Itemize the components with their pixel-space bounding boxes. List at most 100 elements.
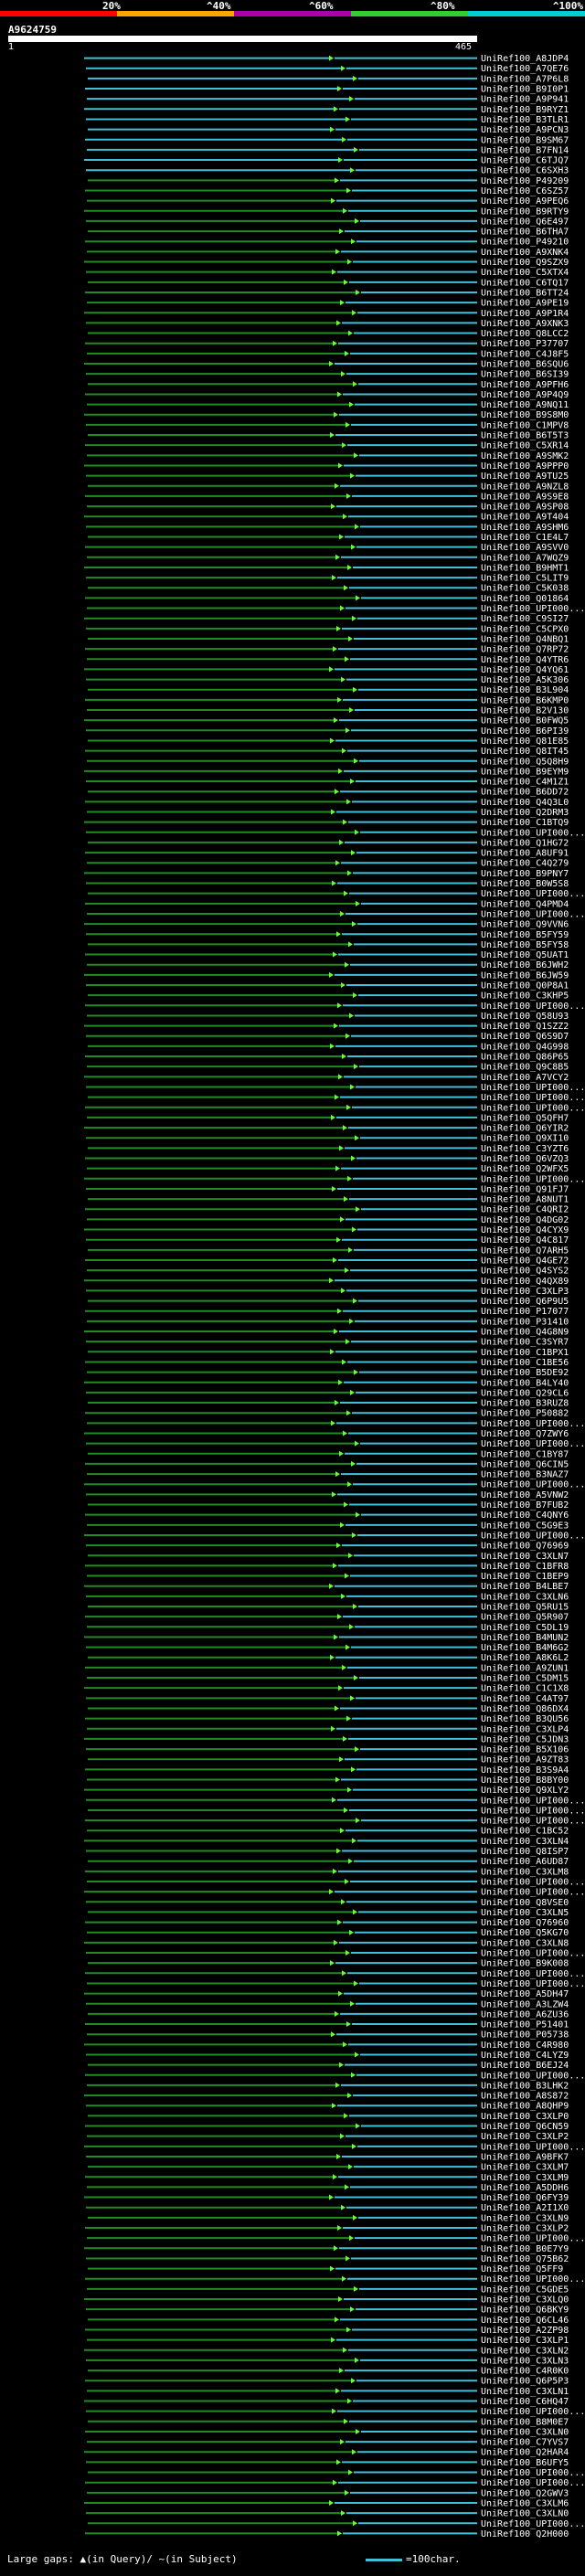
hit-label[interactable]: UniRef100_C4Q279 bbox=[481, 859, 569, 869]
hit-row[interactable]: UniRef100_C5K038 bbox=[88, 584, 569, 594]
hit-label[interactable]: UniRef100_UPI000... bbox=[481, 1174, 585, 1184]
hit-row[interactable]: UniRef100_B5FY59 bbox=[86, 930, 569, 940]
hit-row[interactable]: UniRef100_C4QNY6 bbox=[85, 1511, 569, 1521]
hit-label[interactable]: UniRef100_A6ZU36 bbox=[481, 2009, 569, 2019]
hit-label[interactable]: UniRef100_A9SP08 bbox=[481, 503, 569, 513]
hit-label[interactable]: UniRef100_C1BY87 bbox=[481, 1449, 569, 1459]
hit-row[interactable]: UniRef100_A9S9E8 bbox=[85, 492, 569, 502]
hit-row[interactable]: UniRef100_C3XLP2 bbox=[87, 2132, 569, 2142]
hit-row[interactable]: UniRef100_UPI000... bbox=[87, 2234, 585, 2244]
hit-row[interactable]: UniRef100_Q2WFX5 bbox=[87, 1164, 569, 1174]
hit-row[interactable]: UniRef100_A9SMK2 bbox=[87, 451, 569, 461]
hit-row[interactable]: UniRef100_UPI000... bbox=[85, 1817, 585, 1827]
hit-row[interactable]: UniRef100_Q6S9D7 bbox=[86, 1032, 569, 1042]
hit-label[interactable]: UniRef100_B6DD72 bbox=[481, 788, 569, 798]
hit-row[interactable]: UniRef100_Q4Q3L0 bbox=[85, 798, 569, 808]
hit-label[interactable]: UniRef100_A5DDH6 bbox=[481, 2183, 569, 2193]
hit-row[interactable]: UniRef100_Q8ISP7 bbox=[86, 1847, 569, 1857]
hit-row[interactable]: UniRef100_A8UF91 bbox=[85, 849, 569, 859]
hit-row[interactable]: UniRef100_Q5FF9 bbox=[88, 2264, 563, 2274]
hit-row[interactable]: UniRef100_A2I1X0 bbox=[86, 2203, 569, 2213]
hit-label[interactable]: UniRef100_C4LYZ9 bbox=[481, 2051, 569, 2061]
hit-label[interactable]: UniRef100_A9ZUN1 bbox=[481, 1663, 569, 1673]
hit-row[interactable]: UniRef100_Q29CL6 bbox=[86, 1388, 569, 1398]
hit-row[interactable]: UniRef100_Q4YQ61 bbox=[84, 665, 569, 675]
hit-label[interactable]: UniRef100_Q4PMD4 bbox=[481, 899, 569, 909]
hit-row[interactable]: UniRef100_A9NZL8 bbox=[88, 482, 569, 492]
hit-label[interactable]: UniRef100_B4MUN2 bbox=[481, 1633, 569, 1643]
hit-label[interactable]: UniRef100_A9PE19 bbox=[481, 299, 569, 309]
hit-label[interactable]: UniRef100_C5DM15 bbox=[481, 1674, 569, 1684]
hit-label[interactable]: UniRef100_Q9XLY2 bbox=[481, 1786, 569, 1796]
hit-row[interactable]: UniRef100_B5X106 bbox=[86, 1745, 569, 1755]
hit-row[interactable]: UniRef100_C1BTQ9 bbox=[84, 818, 569, 828]
hit-label[interactable]: UniRef100_B6THA7 bbox=[481, 228, 569, 238]
hit-row[interactable]: UniRef100_C3XLP1 bbox=[87, 2336, 569, 2346]
hit-label[interactable]: UniRef100_Q76960 bbox=[481, 1918, 569, 1928]
hit-label[interactable]: UniRef100_B0W5S8 bbox=[481, 879, 569, 889]
hit-label[interactable]: UniRef100_A7P6L8 bbox=[481, 74, 569, 84]
hit-label[interactable]: UniRef100_B4M6G2 bbox=[481, 1643, 569, 1653]
hit-row[interactable]: UniRef100_C6HQ47 bbox=[84, 2397, 569, 2407]
hit-label[interactable]: UniRef100_C6TQ17 bbox=[481, 278, 569, 288]
hit-row[interactable]: UniRef100_C5DM15 bbox=[87, 1674, 569, 1684]
hit-row[interactable]: UniRef100_C5G9E3 bbox=[87, 1521, 569, 1531]
hit-row[interactable]: UniRef100_Q5R907 bbox=[85, 1613, 569, 1623]
hit-row[interactable]: UniRef100_C4QRI2 bbox=[85, 1205, 569, 1215]
hit-row[interactable]: UniRef100_Q76960 bbox=[85, 1918, 569, 1928]
hit-row[interactable]: UniRef100_A9PFH6 bbox=[88, 380, 569, 390]
hit-row[interactable]: UniRef100_B7FN14 bbox=[87, 145, 569, 155]
hit-row[interactable]: UniRef100_C4LYZ9 bbox=[86, 2051, 569, 2061]
hit-row[interactable]: UniRef100_C3XLP3 bbox=[86, 1287, 569, 1297]
hit-row[interactable]: UniRef100_UPI000... bbox=[87, 909, 585, 919]
hit-row[interactable]: UniRef100_C1BE56 bbox=[85, 1358, 569, 1368]
hit-row[interactable]: UniRef100_C6SZ57 bbox=[85, 186, 569, 196]
hit-label[interactable]: UniRef100_C3XLM8 bbox=[481, 1867, 569, 1877]
hit-label[interactable]: UniRef100_C3XLP2 bbox=[481, 2132, 569, 2142]
hit-row[interactable]: UniRef100_B9HMT1 bbox=[84, 563, 569, 573]
hit-row[interactable]: UniRef100_B9PNY7 bbox=[84, 869, 569, 879]
hit-label[interactable]: UniRef100_C5JDN3 bbox=[481, 1734, 569, 1744]
hit-label[interactable]: UniRef100_B0E7Y9 bbox=[481, 2244, 569, 2254]
hit-row[interactable]: UniRef100_C3XLP4 bbox=[87, 1724, 569, 1734]
hit-row[interactable]: UniRef100_A7WQZ9 bbox=[87, 553, 569, 563]
hit-row[interactable]: UniRef100_UPI000... bbox=[85, 2274, 585, 2284]
hit-row[interactable]: UniRef100_Q86DX4 bbox=[88, 1704, 569, 1714]
hit-label[interactable]: UniRef100_Q4G8N9 bbox=[481, 1328, 569, 1338]
hit-row[interactable]: UniRef100_A2ZP98 bbox=[85, 2326, 569, 2336]
hit-label[interactable]: UniRef100_C1BE56 bbox=[481, 1358, 569, 1368]
hit-label[interactable]: UniRef100_B6JW59 bbox=[481, 970, 569, 981]
hit-label[interactable]: UniRef100_B6EJ24 bbox=[481, 2061, 569, 2071]
hit-row[interactable]: UniRef100_B7FUB2 bbox=[88, 1500, 569, 1511]
hit-row[interactable]: UniRef100_C3XLP2 bbox=[85, 2224, 569, 2234]
hit-row[interactable]: UniRef100_B2V130 bbox=[87, 706, 569, 716]
hit-row[interactable]: UniRef100_UPI000... bbox=[85, 2478, 585, 2488]
hit-label[interactable]: UniRef100_Q6CL46 bbox=[481, 2316, 569, 2326]
hit-label[interactable]: UniRef100_C6SXH3 bbox=[481, 166, 569, 176]
hit-label[interactable]: UniRef100_UPI000... bbox=[481, 1796, 585, 1806]
hit-label[interactable]: UniRef100_UPI000... bbox=[481, 2274, 585, 2284]
hit-row[interactable]: UniRef100_B6T5T3 bbox=[88, 431, 569, 441]
hit-label[interactable]: UniRef100_C3XLN3 bbox=[481, 2356, 569, 2366]
hit-label[interactable]: UniRef100_A8QHP9 bbox=[481, 2102, 569, 2112]
hit-row[interactable]: UniRef100_A5VNW2 bbox=[86, 1490, 569, 1500]
hit-label[interactable]: UniRef100_C3XLP1 bbox=[481, 2336, 569, 2346]
hit-row[interactable]: UniRef100_A9T404 bbox=[84, 513, 569, 523]
hit-label[interactable]: UniRef100_C5XR14 bbox=[481, 441, 569, 451]
hit-row[interactable]: UniRef100_C3XLP0 bbox=[88, 2112, 569, 2122]
hit-row[interactable]: UniRef100_C3KHP5 bbox=[88, 991, 569, 1002]
hit-label[interactable]: UniRef100_C5G9E3 bbox=[481, 1521, 569, 1531]
hit-row[interactable]: UniRef100_UPI000... bbox=[86, 1083, 585, 1093]
hit-label[interactable]: UniRef100_C3XLN2 bbox=[481, 2346, 569, 2356]
hit-label[interactable]: UniRef100_C1BC52 bbox=[481, 1827, 569, 1837]
hit-row[interactable]: UniRef100_C3XLN1 bbox=[87, 2387, 569, 2397]
hit-row[interactable]: UniRef100_C5XR14 bbox=[85, 441, 569, 451]
hit-row[interactable]: UniRef100_C3XLQ0 bbox=[84, 2295, 569, 2306]
hit-label[interactable]: UniRef100_A3LZW4 bbox=[481, 1999, 569, 2009]
hit-label[interactable]: UniRef100_Q2HAR4 bbox=[481, 2448, 569, 2458]
hit-label[interactable]: UniRef100_C4R0K0 bbox=[481, 2367, 569, 2377]
hit-label[interactable]: UniRef100_B9HMT1 bbox=[481, 563, 569, 573]
hit-label[interactable]: UniRef100_B4LY40 bbox=[481, 1378, 569, 1388]
hit-label[interactable]: UniRef100_B3RUZ8 bbox=[481, 1399, 569, 1409]
hit-row[interactable]: UniRef100_C3XLN9 bbox=[88, 2213, 569, 2223]
